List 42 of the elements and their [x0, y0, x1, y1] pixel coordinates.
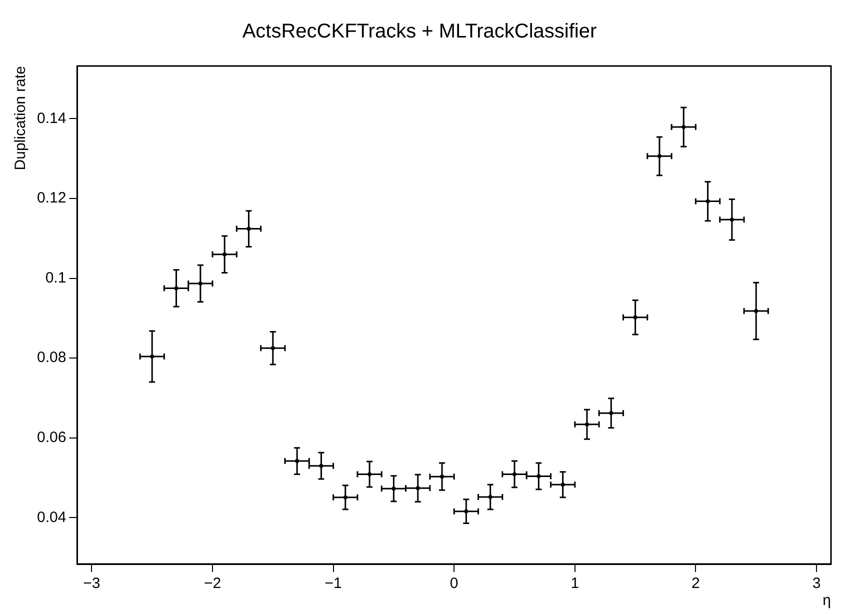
point [754, 309, 758, 314]
point [706, 199, 710, 204]
y-tick-label: 0.14 [36, 110, 66, 127]
y-tick-label: 0.1 [45, 269, 66, 286]
point [464, 509, 468, 514]
y-axis-title: Duplication rate [12, 66, 30, 170]
point [246, 226, 251, 231]
x-tick-label: −1 [324, 575, 342, 592]
y-tick-label: 0.06 [36, 429, 66, 446]
point [416, 486, 420, 490]
point [222, 252, 227, 256]
chart-title: ActsRecCKFTracks + MLTrackClassifier [242, 20, 597, 43]
x-axis-title: η [822, 592, 831, 610]
y-tick-label: 0.12 [36, 190, 66, 207]
x-tick-label: 0 [450, 575, 458, 592]
point [560, 482, 565, 487]
y-tick-label: 0.08 [36, 349, 66, 366]
point [536, 474, 541, 478]
point [730, 218, 734, 222]
x-tick-label: 1 [570, 575, 580, 592]
x-tick-label: 3 [812, 575, 821, 592]
point [319, 464, 324, 468]
point [609, 411, 614, 416]
point [682, 125, 686, 130]
point [488, 494, 492, 499]
point [343, 495, 348, 500]
point [392, 486, 396, 491]
point [150, 354, 154, 358]
x-tick-label: 2 [692, 575, 700, 592]
point [440, 474, 444, 479]
point [198, 281, 202, 286]
point [295, 459, 300, 464]
y-tick-label: 0.04 [36, 508, 66, 526]
point [174, 286, 178, 290]
point [368, 472, 372, 476]
point [657, 154, 662, 158]
x-tick-label: −3 [83, 575, 100, 592]
point [584, 422, 589, 426]
point [633, 315, 638, 320]
point [512, 472, 516, 476]
point [270, 346, 275, 350]
x-tick-label: −2 [204, 575, 222, 592]
